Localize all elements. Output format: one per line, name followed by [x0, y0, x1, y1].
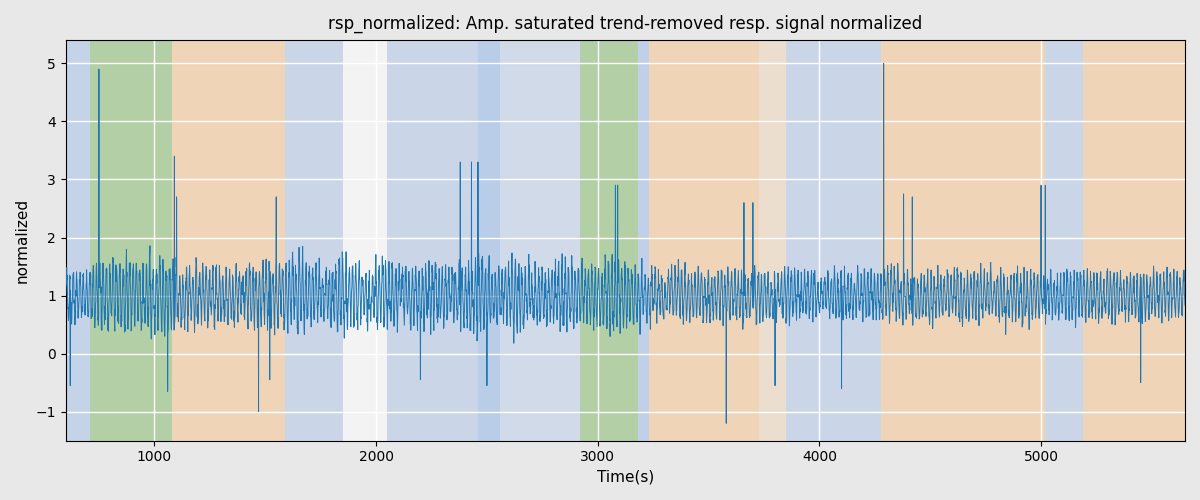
- Bar: [478, 40, 500, 440]
- Bar: [760, 40, 786, 440]
- Bar: [881, 40, 1045, 440]
- Bar: [172, 40, 286, 440]
- Y-axis label: normalized: normalized: [16, 198, 30, 283]
- Bar: [786, 40, 881, 440]
- Bar: [1084, 40, 1184, 440]
- Bar: [649, 40, 760, 440]
- Bar: [286, 40, 343, 440]
- X-axis label: Time(s): Time(s): [596, 470, 654, 485]
- Title: rsp_normalized: Amp. saturated trend-removed resp. signal normalized: rsp_normalized: Amp. saturated trend-rem…: [329, 15, 923, 34]
- Bar: [1045, 40, 1084, 440]
- Bar: [66, 40, 90, 440]
- Bar: [580, 40, 637, 440]
- Bar: [637, 40, 649, 440]
- Bar: [500, 40, 580, 440]
- Bar: [343, 40, 388, 440]
- Bar: [90, 40, 172, 440]
- Bar: [388, 40, 478, 440]
